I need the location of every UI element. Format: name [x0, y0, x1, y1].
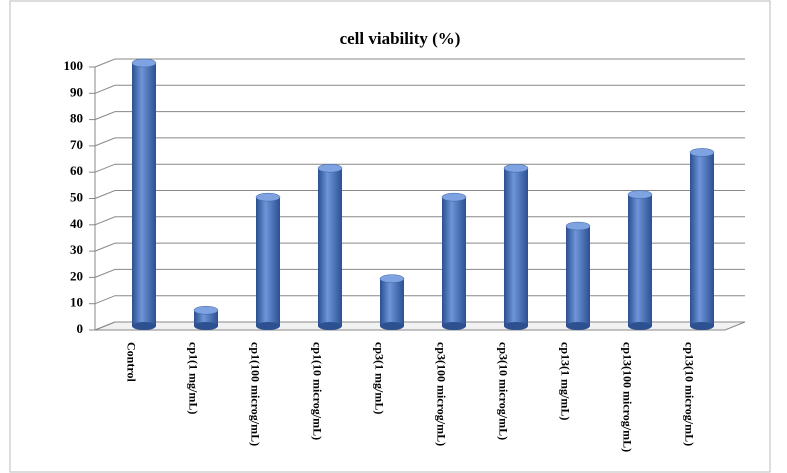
- bar-cap: [441, 192, 467, 202]
- x-tick-label: cp3(1 mg/mL): [372, 342, 386, 414]
- bar: [442, 197, 466, 326]
- bar-base: [132, 322, 156, 330]
- bar-base: [442, 322, 466, 330]
- chart-title: cell viability (%): [340, 29, 461, 48]
- x-tick-label: Control: [124, 342, 138, 382]
- bar: [194, 310, 218, 326]
- bar: [628, 194, 652, 326]
- bar-base: [194, 322, 218, 330]
- x-tick-label: cp13(10 microg/mL): [682, 342, 696, 446]
- x-tick-label: cp1(10 microg/mL): [310, 342, 324, 440]
- bar: [132, 63, 156, 326]
- y-tick-label: 0: [77, 321, 84, 336]
- chart-border: [9, 0, 771, 473]
- grid-line: [94, 163, 745, 173]
- y-tick-label: 40: [70, 216, 83, 231]
- bar-base: [566, 322, 590, 330]
- bar: [380, 278, 404, 326]
- x-tick-label: cp3(10 microg/mL): [496, 342, 510, 440]
- grid-line: [94, 295, 745, 305]
- y-tick-label: 80: [70, 111, 83, 126]
- bar-cap: [131, 58, 157, 68]
- y-tick-label: 70: [70, 137, 83, 152]
- grid-line: [94, 137, 745, 147]
- y-tick-label: 60: [70, 163, 83, 178]
- bar: [566, 226, 590, 326]
- grid-line: [94, 216, 745, 226]
- bar: [256, 197, 280, 326]
- y-tick-label: 50: [70, 189, 83, 204]
- bar-cap: [193, 305, 219, 315]
- bar: [690, 152, 714, 326]
- x-tick-label: cp13(100 microg/mL): [620, 342, 634, 452]
- grid-line: [94, 321, 745, 331]
- bar-cap: [627, 190, 653, 199]
- bar-cap: [379, 274, 405, 283]
- y-tick-label: 10: [70, 295, 83, 310]
- bar-cap: [255, 192, 281, 202]
- bar: [504, 168, 528, 326]
- bar-base: [628, 322, 652, 330]
- bar-base: [690, 322, 714, 330]
- bar-base: [256, 322, 280, 330]
- bar-base: [504, 322, 528, 330]
- y-tick-label: 100: [64, 58, 84, 73]
- y-tick-label: 30: [70, 242, 83, 257]
- x-tick-label: cp3(100 microg/mL): [434, 342, 448, 446]
- y-tick-label: 20: [70, 268, 83, 283]
- bar-cap: [689, 148, 715, 157]
- bar-cap: [565, 221, 591, 231]
- bar-base: [380, 322, 404, 330]
- x-tick-label: cp1(1 mg/mL): [186, 342, 200, 414]
- bar-base: [318, 322, 342, 330]
- grid-line: [94, 242, 745, 252]
- y-tick-label: 90: [70, 84, 83, 99]
- grid-line: [94, 111, 745, 121]
- bar-cap: [317, 163, 343, 173]
- grid-line: [94, 268, 745, 278]
- grid-line: [94, 58, 745, 68]
- grid-line: [94, 190, 745, 199]
- grid-line: [94, 84, 745, 94]
- x-tick-label: cp13(1 mg/mL): [558, 342, 572, 420]
- bar-cap: [503, 163, 529, 173]
- x-tick-label: cp1(100 microg/mL): [248, 342, 262, 446]
- bar: [318, 168, 342, 326]
